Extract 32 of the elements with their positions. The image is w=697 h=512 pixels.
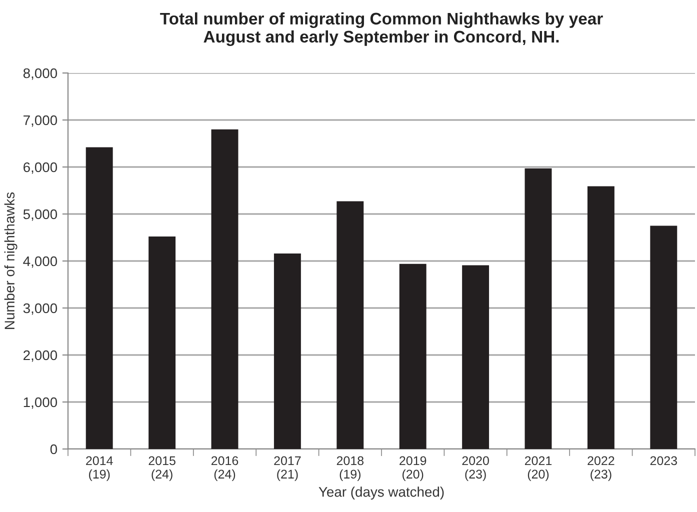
y-tick-label: 5,000	[23, 209, 58, 221]
bar	[336, 201, 364, 449]
x-tick-label: 2020 (23)	[462, 456, 489, 482]
x-tick-label: 2019 (20)	[400, 456, 426, 482]
bar	[524, 168, 552, 449]
y-tick-label: 3,000	[23, 303, 58, 315]
x-tick-label: 2021 (20)	[524, 456, 552, 482]
x-tick-label: 2014 (19)	[86, 456, 113, 482]
y-tick-label: 8,000	[23, 68, 58, 80]
y-tick-label: 4,000	[23, 256, 58, 268]
x-tick-label: 2016 (24)	[211, 456, 238, 482]
chart-title: Total number of migrating Common Nighthawks by year August and early September in Concord, NH.	[160, 12, 603, 46]
y-tick-label: 7,000	[24, 115, 58, 127]
x-tick-label: 2022 (23)	[588, 456, 614, 482]
x-tick-label: 2023	[650, 456, 678, 466]
x-tick-label: 2017 (21)	[274, 456, 301, 482]
y-tick-label: 2,000	[24, 350, 58, 362]
bar	[587, 186, 614, 449]
bar	[462, 265, 490, 449]
bar	[399, 264, 426, 449]
y-tick-label: 6,000	[24, 162, 58, 174]
y-tick-label: 0	[50, 444, 58, 454]
x-tick-label: 2015 (24)	[148, 456, 176, 482]
x-tick-label: 2018 (19)	[336, 456, 364, 482]
bar	[86, 147, 113, 449]
x-axis-title: Year (days watched)	[318, 486, 444, 500]
y-axis-title: Number of nighthawks	[4, 192, 18, 329]
bar	[274, 253, 301, 449]
bar	[650, 226, 678, 449]
bar	[211, 129, 238, 449]
bar	[148, 236, 176, 449]
y-tick-label: 1,000	[24, 397, 58, 409]
